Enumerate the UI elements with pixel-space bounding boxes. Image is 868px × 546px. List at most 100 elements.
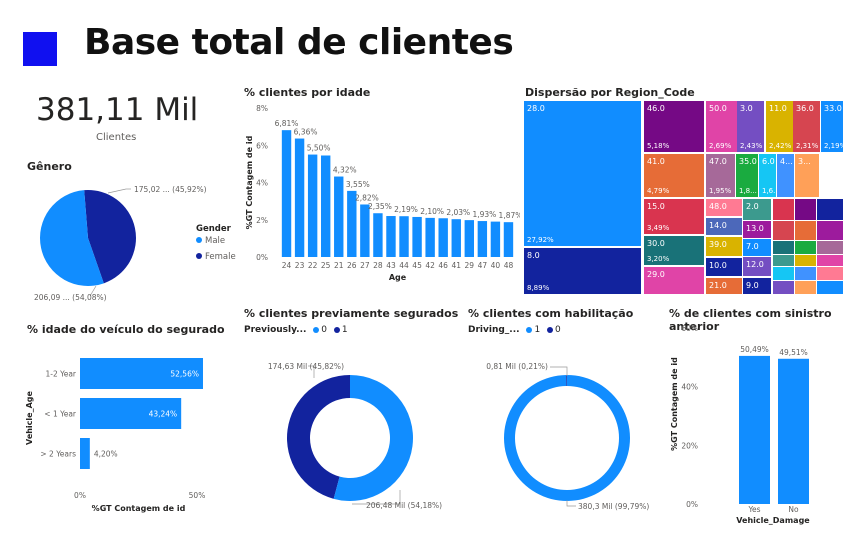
region-treemap[interactable]: 28.0 27,92% 8.0 8,89% 46.0 5,18% 41.0 4,79% 15.0… [524, 101, 844, 295]
y-tick-label: 6% [256, 141, 268, 150]
treemap-tile-percent: 1,8... [739, 187, 757, 195]
treemap-tile-label: 7.0 [746, 242, 759, 251]
y-tick-label: 0% [686, 500, 698, 509]
bar-age-47 [477, 221, 488, 257]
treemap-tile-small [817, 267, 843, 280]
treemap-tile-33-0 [821, 101, 843, 152]
age-bar-chart[interactable]: 0% 2% 4% 6% 8% %GT Contagem de id 24 6,81% 23 6,3… [240, 100, 520, 285]
treemap-tile-percent: 3,49% [647, 224, 670, 232]
treemap-tile-label: 6.0 [762, 157, 775, 166]
treemap-tile-label: 15.0 [647, 202, 665, 211]
treemap-tile-small [817, 221, 843, 240]
treemap-tile-small [773, 255, 794, 266]
treemap-tile-small [795, 255, 816, 266]
treemap-tile-percent: 1,6... [762, 187, 780, 195]
data-label: 2,19% [394, 205, 418, 214]
legend-dot-icon [196, 253, 202, 259]
insured-donut-chart[interactable]: 174,63 Mil (45,82%) 206,48 Mil (54,18%) [240, 340, 460, 520]
license-legend-title: Driving_... [468, 325, 520, 335]
donut-slice-1 [287, 375, 351, 499]
treemap-tile-small [773, 267, 794, 280]
label-leader [352, 490, 401, 505]
treemap-tile-label: 10.0 [709, 261, 727, 270]
treemap-tile-label: 3.0 [740, 104, 753, 113]
bar-age-44 [399, 216, 409, 257]
treemap-tile-label: 30.0 [647, 239, 665, 248]
treemap-tile-39-0 [706, 237, 742, 256]
x-tick-label: 41 [451, 261, 461, 270]
gender-legend-title: Gender [196, 224, 232, 234]
treemap-tile-label: 50.0 [709, 104, 727, 113]
treemap-tile-10-0 [706, 258, 742, 276]
x-tick-label: 29 [465, 261, 475, 270]
treemap-tile-7-0 [743, 239, 771, 256]
treemap-tile-35-0 [736, 154, 758, 197]
x-tick-label: 44 [399, 261, 409, 270]
treemap-tile-8-0 [524, 248, 641, 294]
treemap-tile-percent: 27,92% [527, 236, 554, 244]
treemap-tile-small [795, 221, 816, 240]
data-label: 1,87% [499, 211, 520, 220]
donut-label: 174,63 Mil (45,82%) [268, 362, 344, 371]
vehicle-age-chart-title: % idade do veículo do segurado [27, 323, 225, 336]
x-axis-title: Vehicle_Damage [736, 516, 810, 525]
treemap-tile-41-0 [644, 154, 704, 197]
vehicle-age-bar-chart[interactable]: Vehicle_Age 1-2 Year 52,56% < 1 Year 43,24% >… [22, 338, 237, 518]
x-tick-label: 0% [74, 491, 86, 500]
treemap-tile-label: 46.0 [647, 104, 665, 113]
legend-dot-icon [547, 326, 554, 333]
legend-dot-icon [526, 326, 533, 333]
bar-vehicle-age-2 [80, 438, 90, 469]
x-tick-label: 50% [189, 491, 206, 500]
bar-vehicle-age-1 [80, 398, 182, 429]
license-legend: Driving_... 1 0 [468, 325, 561, 335]
data-label: 6,81% [275, 119, 299, 128]
x-tick-label: Yes [747, 505, 760, 514]
license-legend-1[interactable]: 0 [555, 325, 561, 335]
data-label: 49,51% [779, 348, 808, 357]
treemap-tile-label: 39.0 [709, 240, 727, 249]
bar-age-28 [373, 213, 383, 257]
x-tick-label: 21 [334, 261, 344, 270]
gender-chart-title: Gênero [27, 160, 72, 173]
treemap-tile-21-0 [706, 278, 742, 294]
page-title: Base total de clientes [84, 22, 514, 63]
x-tick-label: 46 [438, 261, 448, 270]
treemap-tile-small [795, 241, 816, 254]
treemap-tile-percent: 2,69% [709, 142, 732, 150]
license-legend-0[interactable]: 1 [534, 325, 541, 335]
insured-legend-1[interactable]: 1 [341, 325, 348, 335]
data-label: 1,93% [472, 210, 496, 219]
data-label: 2,10% [420, 207, 444, 216]
treemap-tile-label: 4... [780, 157, 793, 166]
damage-bar-chart[interactable]: 0% 20% 40% 60% %GT Contagem de id 50,49% Yes 49… [664, 322, 854, 532]
x-tick-label: No [788, 505, 799, 514]
treemap-tile-small [795, 199, 816, 220]
gender-pie-chart[interactable]: 175,02 ... (45,92%) 206,09 ... (54,08%) Ge… [20, 176, 250, 316]
x-tick-label: 28 [373, 261, 383, 270]
bar-age-22 [307, 154, 318, 257]
treemap-tile-label: 14.0 [709, 221, 727, 230]
data-label: 2,03% [446, 208, 470, 217]
treemap-tile-6-0 [759, 154, 776, 197]
label-leader [566, 500, 576, 507]
treemap-tile-small [795, 281, 816, 294]
license-donut-chart[interactable]: 0,81 Mil (0,21%) 380,3 Mil (99,79%) [460, 340, 660, 520]
data-label: 2,35% [368, 202, 392, 211]
treemap-tile-small [817, 255, 843, 266]
treemap-tile-label: 29.0 [647, 270, 665, 279]
insured-legend-0[interactable]: 0 [321, 325, 328, 335]
age-chart-title: % clientes por idade [244, 86, 371, 99]
treemap-tile-percent: 3,20% [647, 255, 670, 263]
data-label: 4,32% [333, 166, 357, 175]
data-label: 43,24% [149, 410, 178, 419]
y-tick-label: 2% [256, 216, 268, 225]
bar-age-45 [412, 216, 422, 257]
y-tick-label: 8% [256, 104, 268, 113]
x-tick-label: 26 [347, 261, 357, 270]
y-axis-title: %GT Contagem de id [245, 135, 254, 229]
region-chart-title: Dispersão por Region_Code [525, 86, 695, 99]
legend-dot-icon [196, 237, 202, 243]
treemap-tile-9-0 [743, 278, 771, 294]
header-accent-square [23, 32, 57, 66]
